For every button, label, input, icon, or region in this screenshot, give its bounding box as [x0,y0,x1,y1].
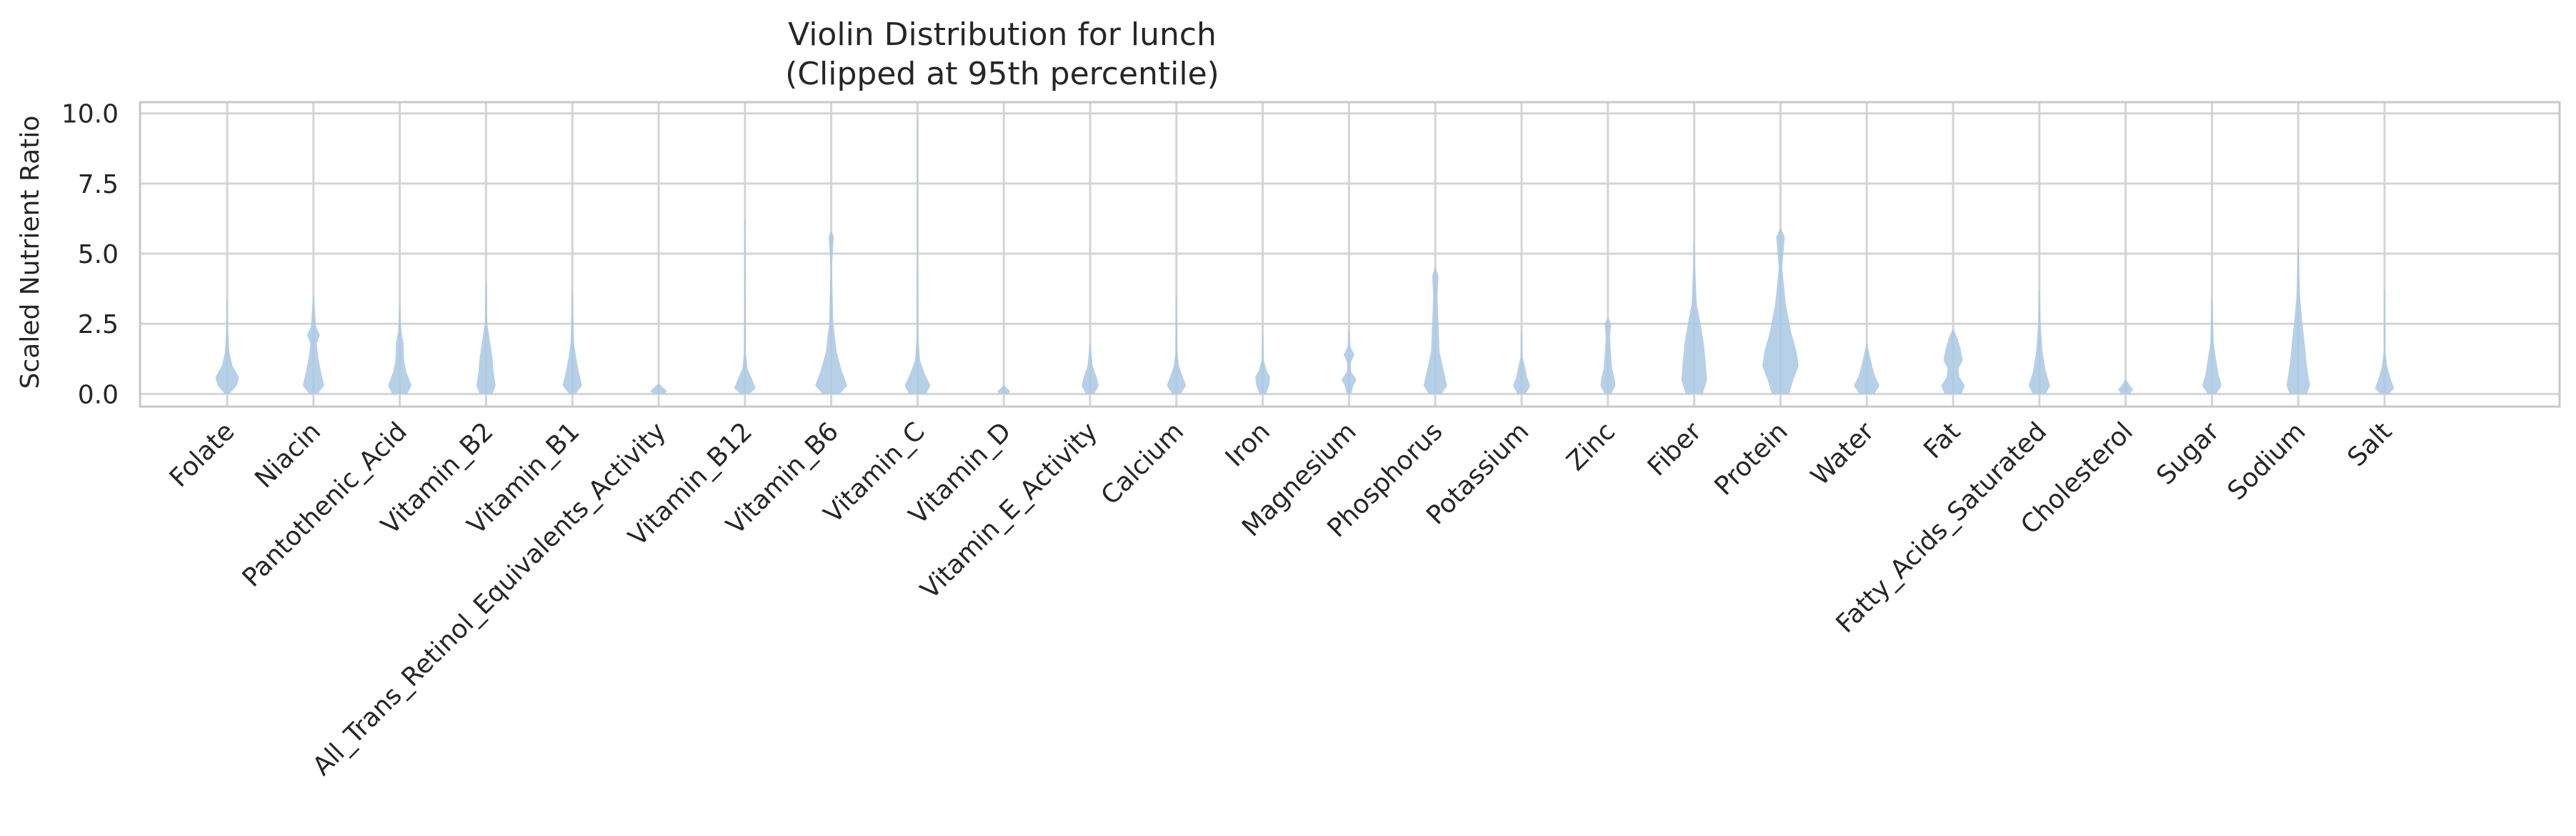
violin-vitamin-e-activity [1082,343,1099,394]
violin-calcium [1167,295,1187,394]
violin-vitamin-d [997,385,1011,394]
x-tick-label: Fat [1918,417,1966,464]
plot-frame [139,101,2561,408]
violin-salt [2375,290,2395,394]
x-tick-label: Calcium [1096,417,1189,510]
chart-subtitle: (Clipped at 95th percentile) [785,56,1219,92]
violin-all-trans-retinol-equivalents-activity [650,384,667,394]
violin-water [1854,343,1880,394]
x-tick-label: Sodium [2222,417,2312,506]
violin-iron [1255,334,1271,394]
violins [215,119,2395,394]
chart-title: Violin Distribution for lunch [788,16,1217,53]
x-tick-label: Fiber [1642,417,1707,482]
y-tick-label: 0.0 [78,380,119,409]
x-tick-label: Pantothenic_Acid [237,417,413,592]
x-tick-label: Salt [2342,417,2398,472]
y-axis-label: Scaled Nutrient Ratio [16,116,45,389]
violin-magnesium [1341,329,1357,394]
y-tick-labels: 0.0 2.5 5.0 7.5 10.0 [61,100,119,410]
y-tick-label: 5.0 [78,240,119,269]
violin-vitamin-b2 [476,282,496,394]
y-tick-label: 2.5 [78,310,119,339]
violin-fat [1941,329,1965,394]
violin-zinc [1600,318,1616,394]
x-tick-label: Sugar [2151,417,2225,491]
y-tick-label: 7.5 [78,170,119,199]
x-tick-label: Protein [1709,417,1794,501]
violin-pantothenic-acid [388,307,412,394]
violin-potassium [1513,332,1530,394]
x-tick-label: Zinc [1562,417,1622,477]
y-tick-label: 10.0 [61,100,119,129]
violin-cholesterol [2118,379,2134,394]
violin-vitamin-b6 [815,231,848,394]
violin-fiber [1681,242,1707,394]
violin-sodium [2286,248,2310,394]
violin-sugar [2202,298,2222,394]
violin-folate [215,298,239,394]
violin-vitamin-c [904,119,931,394]
violin-niacin [302,295,324,394]
violin-vitamin-b12 [734,217,756,394]
violin-protein [1762,228,1799,394]
x-tick-label: Water [1805,417,1879,491]
x-tick-labels: Folate NiacinPantothenic_AcidVitamin_B2Vi… [164,417,2398,781]
x-tick-label: Niacin [249,417,326,494]
violin-phosphorus [1423,267,1447,394]
x-tick-label: Folate [164,417,241,493]
violin-vitamin-b1 [562,293,582,394]
violin-fatty-acids-saturated [2028,290,2050,394]
x-tick-label: Iron [1220,417,1276,472]
